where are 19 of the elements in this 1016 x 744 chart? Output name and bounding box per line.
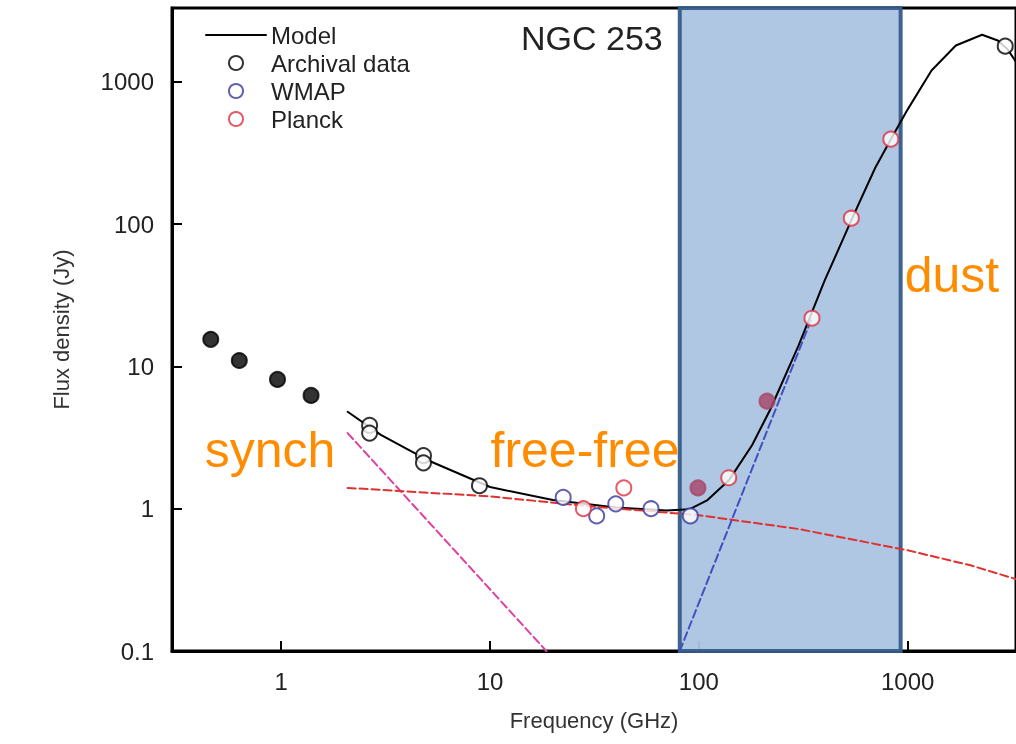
y-axis-title: Flux density (Jy) <box>48 249 74 410</box>
legend-label: WMAP <box>271 77 346 105</box>
legend-label: Planck <box>271 105 345 133</box>
y-tick-label: 1 <box>140 495 154 523</box>
y-tick-label: 1000 <box>100 68 154 96</box>
legend-label: Model <box>271 21 337 49</box>
y-tick-label: 100 <box>113 210 154 238</box>
legend-label: Archival data <box>271 49 411 77</box>
x-tick-label: 1000 <box>881 667 935 695</box>
annotation: dust <box>904 247 1000 303</box>
annotation: free-free <box>490 422 680 478</box>
y-tick-label: 0.1 <box>120 637 154 665</box>
x-tick-label: 10 <box>476 667 504 695</box>
x-axis-title: Frequency (GHz) <box>509 707 679 733</box>
annotation: synch <box>204 422 336 478</box>
x-tick-label: 100 <box>678 667 719 695</box>
chart-title: NGC 253 <box>521 19 663 57</box>
y-tick-label: 10 <box>127 352 154 380</box>
x-tick-label: 1 <box>274 667 288 695</box>
